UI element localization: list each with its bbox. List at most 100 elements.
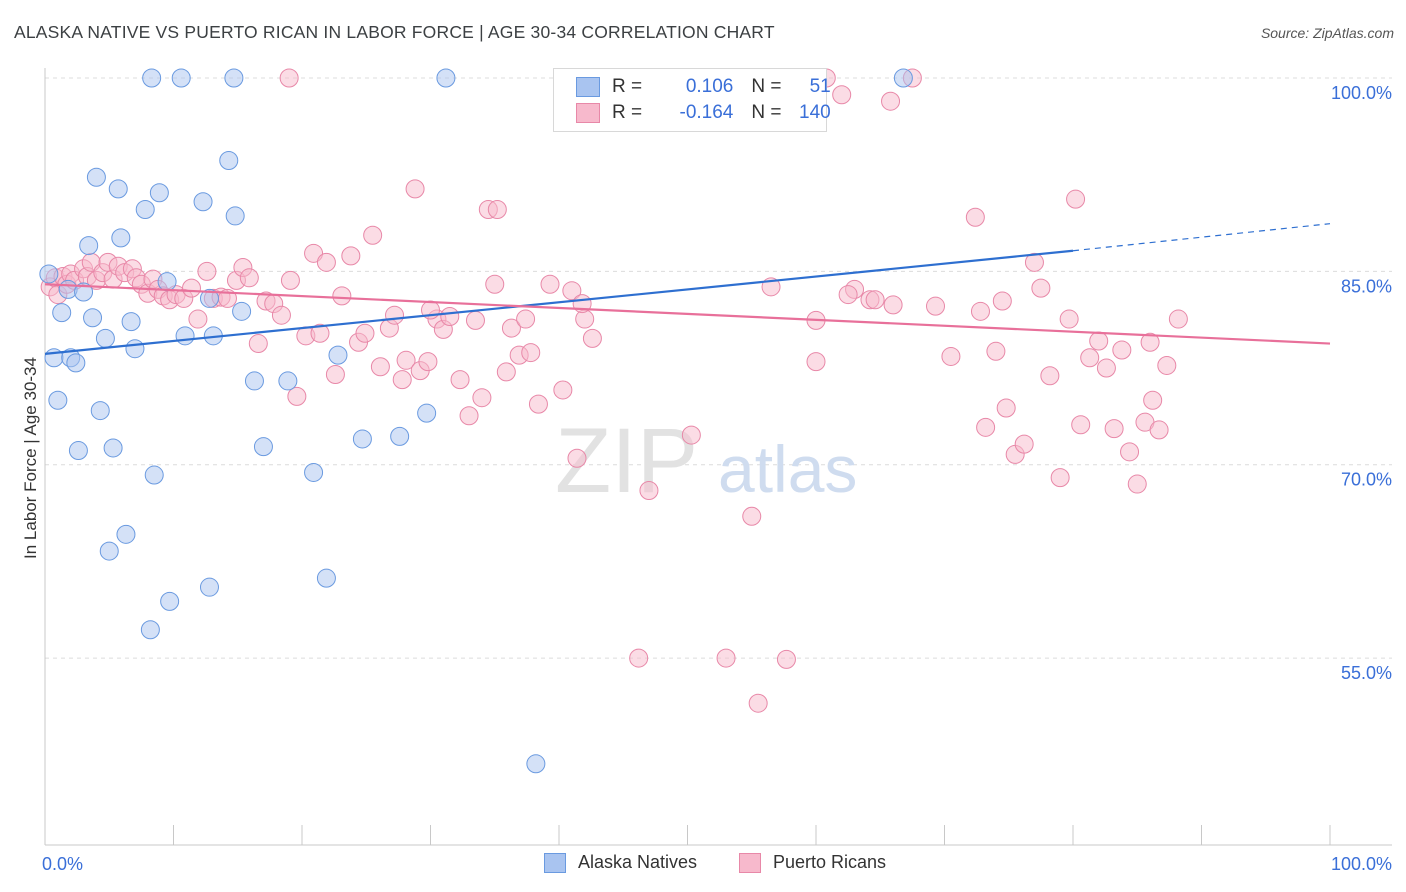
alaska-point — [253, 437, 273, 457]
puerto-point — [405, 179, 425, 199]
legend-swatch-alaska — [576, 77, 600, 97]
alaska-point — [171, 68, 191, 88]
puerto-point — [1066, 189, 1086, 209]
alaska-point — [160, 591, 180, 611]
trend-lines — [44, 223, 1331, 355]
legend: R = 0.106 N = 51 R = -0.164 N = 140 — [553, 68, 831, 132]
alaska-point — [108, 179, 128, 199]
puerto-point — [1040, 366, 1060, 386]
legend-n-value: 51 — [809, 76, 831, 97]
puerto-point — [1112, 340, 1132, 360]
puerto-point — [440, 306, 460, 326]
puerto-point — [501, 318, 521, 338]
puerto-point — [197, 261, 217, 281]
alaska-point — [140, 620, 160, 640]
puerto-point — [996, 398, 1016, 418]
puerto-point — [1143, 390, 1163, 410]
alaska-point — [74, 282, 94, 302]
legend-r-value: 0.106 — [685, 76, 734, 97]
legend-n-label: N = — [751, 102, 787, 123]
puerto-point — [881, 91, 901, 111]
legend-n-value: 140 — [799, 102, 831, 123]
puerto-point — [1080, 348, 1100, 368]
alaska-trend-line — [44, 249, 1074, 355]
puerto-point — [965, 207, 985, 227]
alaska-point — [232, 301, 252, 321]
alaska-point — [316, 568, 336, 588]
alaska-point — [86, 167, 106, 187]
puerto-point — [639, 481, 659, 501]
alaska-point — [199, 288, 219, 308]
puerto-point — [465, 310, 485, 330]
bottom-legend-swatch-puerto — [739, 852, 761, 873]
x-tick-label: 100.0% — [1331, 854, 1392, 874]
source-label: Source: ZipAtlas.com — [1260, 25, 1394, 41]
puerto-point — [418, 352, 438, 372]
gridlines — [45, 77, 1392, 659]
puerto-point — [716, 648, 736, 668]
puerto-point — [472, 388, 492, 408]
y-axis-label: In Labor Force | Age 30-34 — [21, 357, 40, 559]
puerto-point — [976, 417, 996, 437]
alaska-point — [125, 339, 145, 359]
puerto-point — [516, 309, 536, 329]
puerto-point — [1104, 419, 1124, 439]
puerto-point — [883, 295, 903, 315]
puerto-point — [485, 274, 505, 294]
alaska-point — [121, 312, 141, 332]
puerto-point — [1168, 309, 1188, 329]
puerto-point — [1024, 252, 1044, 272]
alaska-point — [142, 68, 162, 88]
puerto-point — [553, 380, 573, 400]
alaska-point — [144, 465, 164, 485]
alaska-point — [352, 429, 372, 449]
puerto-point — [1149, 420, 1169, 440]
puerto-point — [392, 370, 412, 390]
alaska-point — [99, 541, 119, 561]
alaska-point — [95, 328, 115, 348]
alaska-point — [66, 353, 86, 373]
puerto-point — [926, 296, 946, 316]
puerto-point — [1140, 332, 1160, 352]
alaska-point — [116, 524, 136, 544]
alaska-point — [39, 264, 59, 284]
puerto-point — [1031, 278, 1051, 298]
alaska-point — [79, 236, 99, 256]
puerto-point — [248, 334, 268, 354]
bottom-legend-swatch-alaska — [544, 852, 566, 873]
puerto-point — [181, 278, 201, 298]
puerto-point — [271, 305, 291, 325]
alaska-point — [328, 345, 348, 365]
alaska-trend-extension — [1072, 223, 1331, 252]
puerto-point — [970, 301, 990, 321]
alaska-point — [390, 426, 410, 446]
tick-labels: 55.0% 70.0% 85.0% 100.0% 0.0% 100.0% — [42, 83, 1392, 874]
puerto-point — [487, 199, 507, 219]
puerto-point — [1071, 415, 1091, 435]
legend-row-alaska: R = 0.106 N = 51 — [576, 75, 831, 99]
puerto-point — [865, 290, 885, 310]
puerto-point — [341, 246, 361, 266]
axes — [44, 68, 1392, 846]
bottom-legend-alaska: Alaska Natives — [544, 852, 697, 873]
puerto-point — [776, 649, 796, 669]
alaska-point — [83, 308, 103, 328]
alaska-point — [111, 228, 131, 248]
puerto-point — [325, 364, 345, 384]
y-tick-label: 70.0% — [1341, 470, 1392, 490]
puerto-point — [459, 406, 479, 426]
puerto-point — [748, 693, 768, 713]
puerto-point — [562, 281, 582, 301]
puerto-point — [681, 425, 701, 445]
puerto-point — [316, 252, 336, 272]
alaska-point — [893, 68, 913, 88]
puerto-point — [575, 309, 595, 329]
y-tick-label: 55.0% — [1341, 663, 1392, 683]
puerto-trend-line — [44, 283, 1331, 345]
puerto-point — [280, 270, 300, 290]
puerto-point — [279, 68, 299, 88]
alaska-point — [52, 303, 72, 323]
puerto-point — [838, 285, 858, 305]
chart-title: ALASKA NATIVE VS PUERTO RICAN IN LABOR F… — [14, 22, 775, 42]
